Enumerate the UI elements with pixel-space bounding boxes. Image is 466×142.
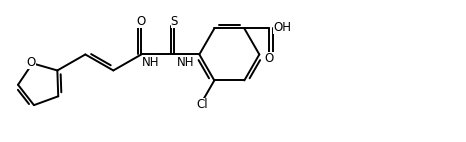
Text: O: O — [137, 15, 146, 28]
Text: S: S — [171, 15, 178, 28]
Text: OH: OH — [274, 21, 291, 34]
Text: NH: NH — [142, 56, 159, 69]
Text: Cl: Cl — [197, 98, 208, 111]
Text: O: O — [265, 52, 274, 65]
Text: NH: NH — [177, 56, 194, 69]
Text: O: O — [27, 56, 35, 69]
